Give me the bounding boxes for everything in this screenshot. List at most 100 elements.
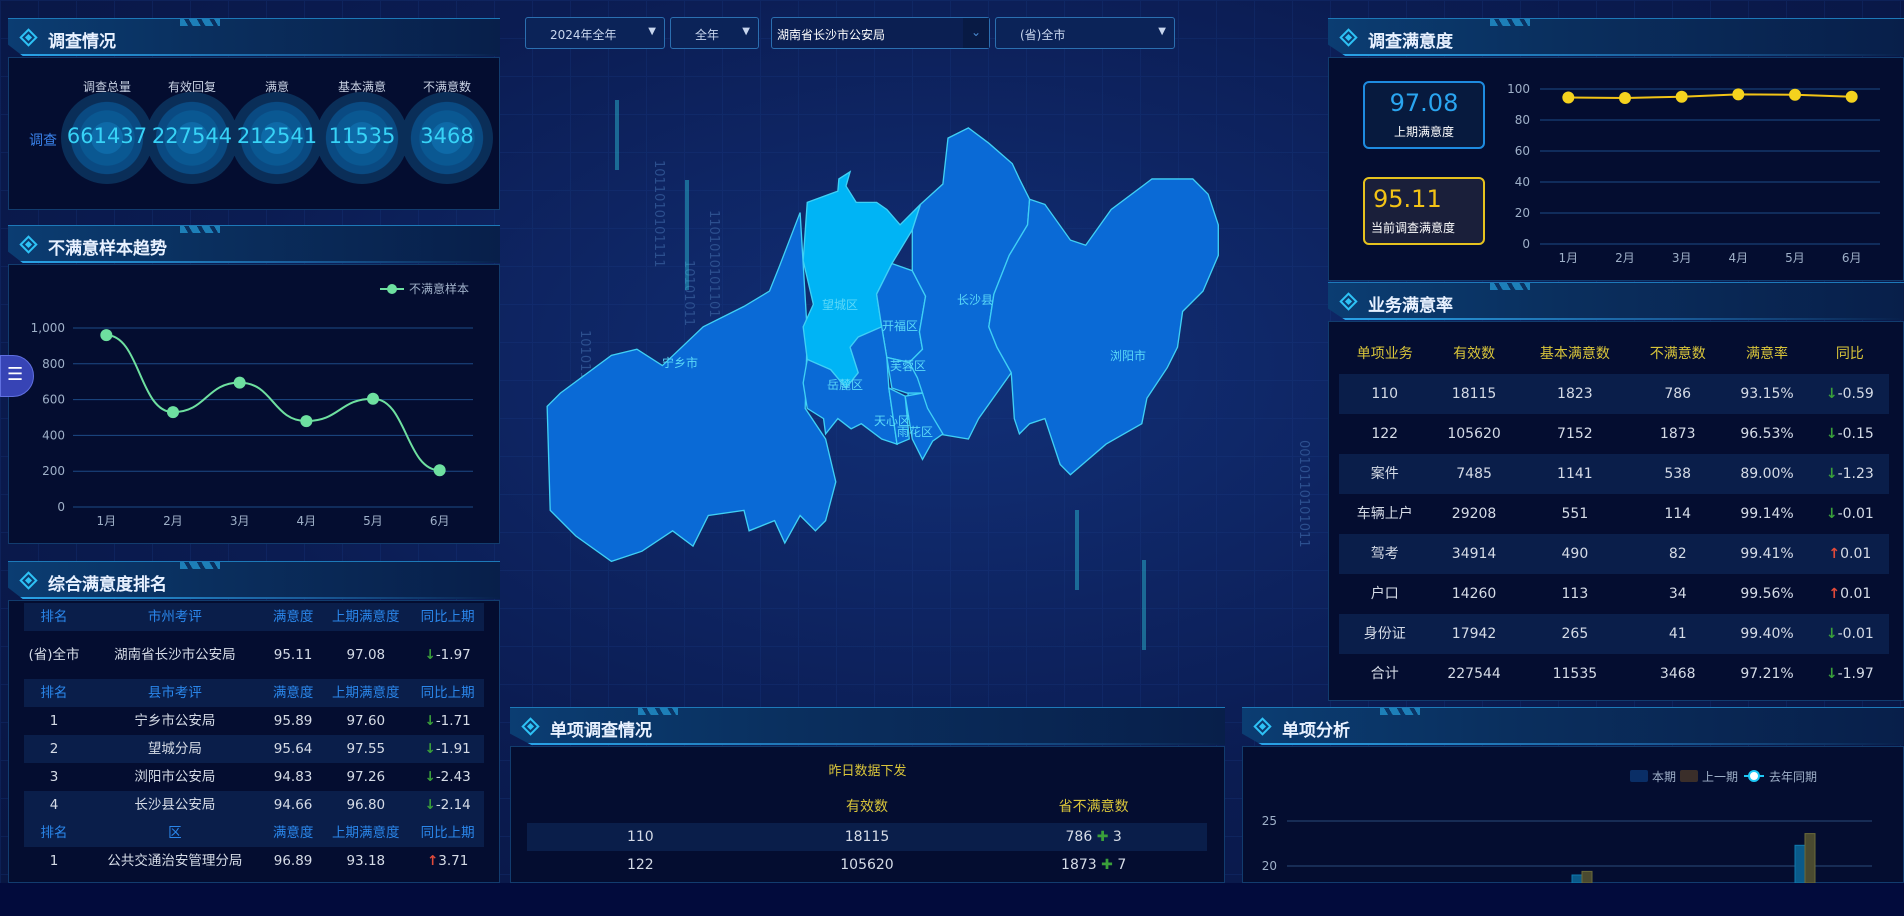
table-cell: 95.89 — [273, 712, 313, 729]
data-point — [167, 406, 179, 419]
light-beam — [1075, 510, 1079, 590]
diamond-icon — [1339, 292, 1358, 311]
survey-item-label: 满意 — [264, 80, 289, 94]
decor-stripes — [180, 226, 220, 233]
table-cell: 1 — [49, 852, 59, 869]
arrow-down-icon: ↓ — [424, 646, 436, 663]
column-header: 排名 — [24, 819, 84, 847]
table-cell: 14260 — [1451, 585, 1497, 602]
bar — [1804, 833, 1816, 883]
map-region — [888, 386, 910, 446]
light-beam — [685, 180, 689, 290]
diamond-icon — [1339, 28, 1358, 47]
column-header: 市州考评 — [84, 603, 266, 631]
caret-down-icon: ▼ — [742, 26, 750, 37]
period-select[interactable]: 全年 ▼ — [670, 17, 759, 49]
data-point — [1789, 88, 1801, 101]
y-tick-label: 200 — [42, 464, 65, 478]
table-cell: 身份证 — [1339, 614, 1431, 654]
trend-panel — [8, 264, 500, 544]
current-satisfaction-value: 95.11 — [1373, 185, 1442, 213]
table-cell: 99.41% — [1723, 534, 1811, 574]
decor-stripes — [180, 562, 220, 569]
table-cell: 1873 — [1659, 425, 1696, 442]
column-header: 单项业务 — [1356, 345, 1413, 362]
changsha-map: 1011010101111101010111101010101101101011… — [546, 100, 1310, 650]
unsatisfied-count: 1873 — [1061, 856, 1097, 873]
table-cell: 97.21% — [1740, 665, 1794, 682]
org-select[interactable]: 湖南省长沙市公安局 ⌄ — [771, 17, 990, 49]
diamond-icon — [1253, 717, 1272, 736]
caret-down-icon: ▼ — [648, 26, 656, 37]
table-row: 户口 14260 113 34 99.56% ↑0.01 — [1339, 574, 1889, 614]
group-header: 昨日数据下发 — [828, 764, 907, 779]
binary-text: 10101011 — [681, 260, 696, 326]
table-cell: 18115 — [1430, 374, 1518, 414]
table-row: 4 长沙县公安局 94.66 96.80 ↓-2.14 — [24, 791, 484, 819]
decor-stripes — [180, 19, 220, 26]
change-value: 0.01 — [1840, 585, 1872, 602]
table-cell: 122 — [1371, 425, 1399, 442]
side-menu-toggle-button[interactable]: ☰ — [0, 355, 34, 397]
x-tick-label: 6月 — [430, 514, 450, 528]
table-cell: 7485 — [1430, 454, 1518, 494]
y-tick-label: 20 — [1262, 859, 1277, 873]
table-row: 1 宁乡市公安局 95.89 97.60 ↓-1.71 — [24, 707, 484, 735]
year-select[interactable]: 2024年全年 ▼ — [525, 17, 665, 49]
table-cell: 公共交通治安管理分局 — [107, 852, 243, 869]
analysis-panel-header: 单项分析 — [1242, 707, 1904, 745]
table-cell: 786 ✚ 3 — [980, 823, 1207, 851]
change-value: -2.14 — [435, 796, 471, 813]
survey-item-label: 基本满意 — [337, 80, 386, 94]
table-cell: 94.83 — [273, 768, 313, 785]
unsatisfied-count: 786 — [1065, 828, 1093, 845]
table-row: 驾考 34914 490 82 99.41% ↑0.01 — [1339, 534, 1889, 574]
column-header: 基本满意数 — [1539, 345, 1610, 362]
table-cell: 18115 — [753, 823, 981, 851]
table-cell: 湖南省长沙市公安局 — [114, 646, 236, 663]
change-value: -0.59 — [1837, 385, 1874, 402]
table-row: 110 18115 786 ✚ 3 — [527, 823, 1207, 851]
column-header: 满意度 — [265, 603, 321, 631]
data-point — [300, 415, 313, 428]
arrow-down-icon: ↓ — [1825, 505, 1838, 522]
x-tick-label: 1月 — [97, 514, 117, 528]
area-select[interactable]: (省)全市 ▼ — [995, 17, 1175, 49]
table-cell: ↓-0.01 — [1810, 614, 1889, 654]
year-value: 2024年全年 — [550, 28, 617, 42]
menu-collapse-icon: ☰ — [7, 364, 24, 385]
table-cell: 89.00% — [1723, 454, 1811, 494]
table-cell: 望城分局 — [84, 735, 266, 763]
table-cell: 车辆上户 — [1356, 505, 1413, 522]
column-header: 上期满意度 — [320, 603, 412, 631]
table-cell: 41 — [1632, 614, 1724, 654]
column-header: 同比上期 — [411, 603, 484, 631]
org-value: 湖南省长沙市公安局 — [777, 28, 886, 42]
column-header: 满意度 — [265, 819, 321, 847]
arrow-down-icon: ↓ — [1825, 385, 1838, 402]
series-line — [1568, 93, 1852, 99]
change-value: 3.71 — [438, 852, 469, 869]
table-cell: 490 — [1517, 534, 1633, 574]
light-beam — [1142, 560, 1146, 650]
map-region-label: 浏阳市 — [1110, 348, 1146, 363]
table-cell: 105620 — [840, 856, 894, 873]
survey-item-gauge: 227544 — [146, 92, 238, 184]
satisfaction-chart: 0 20 40 60 80 100 1月 2月 3月 4月 5月 6月 — [1507, 82, 1880, 265]
business-panel: 单项业务 有效数 基本满意数 不满意数 满意率 同比 110 18115 1823 786 93.1… — [1328, 321, 1904, 701]
map-region-label: 雨花区 — [897, 424, 933, 439]
table-cell: 宁乡市公安局 — [134, 712, 216, 729]
x-tick-label: 6月 — [1842, 251, 1862, 265]
table-cell: ↑0.01 — [1811, 574, 1889, 614]
table-row: 110 18115 1823 786 93.15% ↓-0.59 — [1339, 374, 1889, 414]
change-value: -0.01 — [1837, 505, 1874, 522]
y-tick-label: 100 — [1507, 82, 1530, 96]
change-value: -1.97 — [435, 646, 471, 663]
table-cell: 案件 — [1339, 454, 1431, 494]
survey-item-label: 有效回复 — [167, 80, 216, 94]
table-cell: 1873 ✚ 7 — [980, 851, 1207, 879]
map-region — [988, 178, 1219, 476]
table-row: 2 望城分局 95.64 97.55 ↓-1.91 — [24, 735, 484, 763]
data-point — [1562, 91, 1575, 104]
arrow-up-icon: ↑ — [1828, 545, 1841, 562]
